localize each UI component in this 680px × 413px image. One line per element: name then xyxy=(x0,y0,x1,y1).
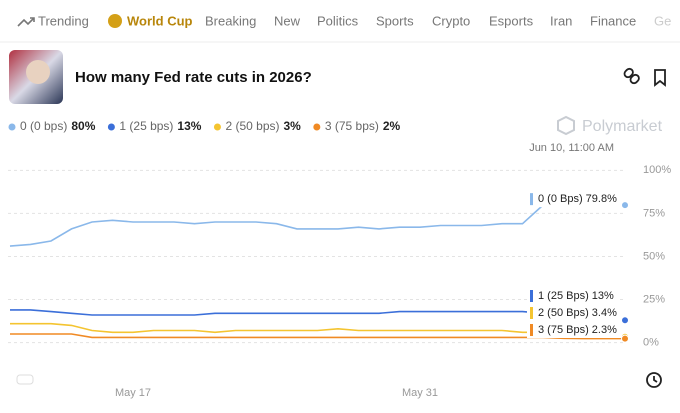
legend-value: 3% xyxy=(283,119,301,133)
end-tag-bar xyxy=(530,307,533,319)
end-dot xyxy=(621,316,629,325)
end-tag-bar xyxy=(530,193,533,206)
legend-label: 1 (25 bps) xyxy=(119,119,173,133)
y-tick-label: 75% xyxy=(643,207,665,219)
end-tag-bg xyxy=(527,288,619,304)
nav-tab[interactable]: Sports xyxy=(376,13,414,28)
timestamp: Jun 10, 11:00 AM xyxy=(529,142,614,154)
end-tag-bar xyxy=(530,324,533,336)
legend-dot xyxy=(8,123,16,131)
nav-tab[interactable]: World Cup xyxy=(127,13,193,28)
nav-tab[interactable]: New xyxy=(274,13,301,28)
nav-tab[interactable]: Esports xyxy=(489,13,534,28)
brand-name: Polymarket xyxy=(582,118,663,135)
market-title: How many Fed rate cuts in 2026? xyxy=(75,69,312,86)
legend-label: 2 (50 bps) xyxy=(225,119,279,133)
plot: 0% 25% 50% 75% 100% May 17 May 31 0 (0 Bps) 79.… xyxy=(8,164,671,399)
nav-tab[interactable]: Trending xyxy=(38,13,89,28)
legend-value: 2% xyxy=(383,119,401,133)
legend-dot xyxy=(213,123,221,131)
end-dot xyxy=(621,201,629,210)
x-tick-label: May 17 xyxy=(115,387,151,399)
end-dot xyxy=(621,334,629,343)
nav-tab[interactable]: Finance xyxy=(590,13,636,28)
nav-tab[interactable]: Breaking xyxy=(205,13,256,28)
legend-label: 0 (0 bps) xyxy=(20,119,67,133)
trending-icon xyxy=(17,17,35,27)
end-tag: 2 (50 Bps) 3.4% xyxy=(538,307,617,319)
worldcup-icon xyxy=(108,14,122,28)
x-tick-label: May 31 xyxy=(402,387,438,399)
legend-label: 3 (75 bps) xyxy=(325,119,379,133)
nav-tab[interactable]: Crypto xyxy=(432,13,470,28)
clock-icon[interactable] xyxy=(646,372,662,388)
legend: 0 (0 bps) 80% 1 (25 bps) 13% 2 (50 bps) 3% 3 (… xyxy=(8,119,401,133)
brand-logo xyxy=(557,115,575,136)
market-image-face xyxy=(26,60,50,84)
nav-bar: Trending World Cup Breaking New Politics Spor… xyxy=(17,13,671,28)
y-tick-label: 25% xyxy=(643,293,665,305)
legend-value: 80% xyxy=(71,119,95,133)
end-tag-bg xyxy=(527,191,622,208)
series-line xyxy=(10,333,625,340)
nav-tab[interactable]: Iran xyxy=(550,13,572,28)
y-tick-label: 100% xyxy=(643,164,671,176)
end-tag-bg xyxy=(527,305,622,321)
nav-tab[interactable]: Politics xyxy=(317,13,359,28)
legend-value: 13% xyxy=(177,119,201,133)
y-tick-label: 0% xyxy=(643,337,659,349)
range-handle[interactable] xyxy=(16,374,34,385)
series-line xyxy=(9,204,625,247)
link-icon[interactable] xyxy=(623,67,640,85)
end-tag: 0 (0 Bps) 79.8% xyxy=(538,193,617,205)
y-tick-label: 50% xyxy=(643,250,665,262)
series-line xyxy=(10,322,625,338)
legend-dot xyxy=(313,123,321,131)
end-tag-bg xyxy=(527,322,622,338)
series-line xyxy=(10,309,625,321)
end-tag: 1 (25 Bps) 13% xyxy=(538,290,614,302)
end-tag-bar xyxy=(530,290,533,302)
bookmark-icon[interactable] xyxy=(654,69,666,87)
nav-tab[interactable]: Ge xyxy=(654,13,671,28)
legend-dot xyxy=(107,123,115,131)
end-tag: 3 (75 Bps) 2.3% xyxy=(538,324,617,336)
